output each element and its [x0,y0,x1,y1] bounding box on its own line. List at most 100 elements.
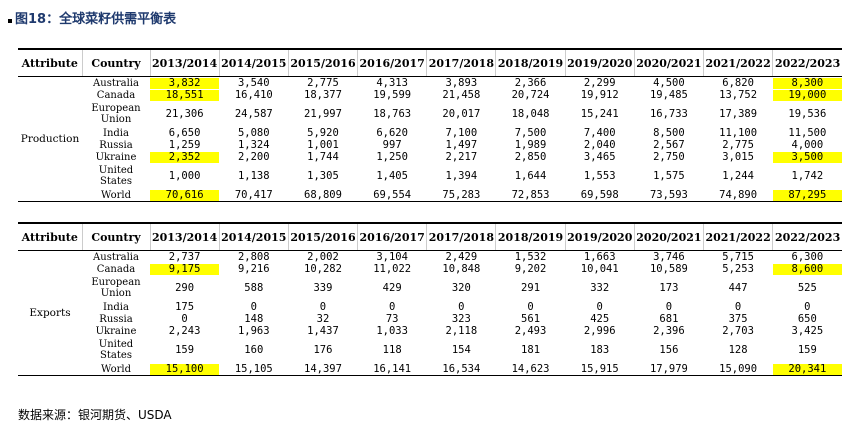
value-cell: 1,744 [288,151,357,163]
value-text: 24,587 [234,107,273,120]
source-note: 数据来源：银河期货、USDA [18,408,172,422]
value-text: 14,623 [511,362,550,375]
value-text: 73 [385,312,399,325]
data-row: Ukraine 2,352 2,200 1,744 1,250 2,217 2,850 3,4… [18,151,842,163]
value-text: 1,000 [168,169,201,182]
value-cell: 183 [565,337,634,363]
value-cell: 2,040 [565,139,634,151]
value-text: 6,650 [168,126,201,139]
value-text: 13,752 [719,88,758,101]
value-cell: 3,540 [219,76,289,89]
header-cell: 2022/2023 [772,223,842,251]
value-cell: 0 [427,301,496,313]
data-row: India 6,650 5,080 5,920 6,620 7,100 7,500 7,400… [18,127,842,139]
value-text: 525 [797,281,817,294]
country-cell: Ukraine [95,151,137,163]
value-cell: 5,920 [288,127,357,139]
value-cell: 2,775 [704,139,773,151]
table-header: Attribute Country 2013/2014 2014/2015 2015/2… [18,223,842,251]
value-cell: 1,305 [288,163,357,189]
value-cell: 70,417 [219,189,288,202]
value-text: 3,746 [653,250,685,263]
table-header: Attribute Country 2013/2014 2014/2015 2015/2… [18,49,842,77]
value-cell: 72,853 [496,189,565,202]
value-cell: 10,041 [565,263,634,275]
value-text: 429 [382,281,402,294]
value-cell: 1,497 [427,139,496,151]
value-text: 17,979 [649,362,688,375]
value-text: 181 [521,343,541,356]
value-text: 70,616 [150,189,220,201]
value-text: 1,963 [237,324,270,337]
value-cell: 2,737 [150,250,220,263]
value-cell: 1,001 [288,139,357,151]
header-cell: 2016/2017 [357,223,427,251]
value-cell: 10,282 [288,263,357,275]
value-text: 69,554 [373,188,412,201]
value-cell: 14,623 [496,363,565,376]
value-text: 0 [734,300,742,313]
value-text: 375 [728,312,748,325]
value-text: 4,000 [791,138,824,151]
value-text: 6,300 [791,250,824,263]
value-text: 21,458 [442,88,481,101]
value-cell: 320 [427,275,496,301]
country-cell: Russia [99,313,133,325]
value-text: 1,244 [722,169,754,182]
value-cell: 3,015 [704,151,773,163]
header-cell: 2015/2016 [287,223,358,251]
header-cell: 2014/2015 [218,223,289,251]
value-cell: 73,593 [634,189,703,202]
value-text: 447 [728,281,748,294]
value-text: 14,397 [304,362,342,375]
value-text: 2,396 [653,324,685,337]
value-cell: 0 [288,301,357,313]
exports-table: Attribute Country 2013/2014 2014/2015 2015/2… [18,222,842,376]
value-cell: 19,599 [358,89,427,101]
value-text: 0 [388,300,396,313]
value-cell: 13,752 [704,89,773,101]
country-cell: Ukraine [95,325,137,337]
data-row: India 175 0 0 0 0 0 0 0 0 0 [18,301,842,313]
value-text: 6,820 [722,76,754,89]
value-text: 5,080 [237,126,270,139]
value-cell: 1,532 [495,250,566,263]
value-text: 650 [797,312,817,325]
value-cell: 18,763 [358,101,427,127]
value-text: 16,410 [234,88,273,101]
value-text: 0 [181,312,188,325]
header-cell: 2018/2019 [495,223,566,251]
value-cell: 1,033 [358,325,427,337]
value-text: 1,259 [168,138,201,151]
value-text: 320 [451,281,471,294]
header-cell: 2018/2019 [495,49,566,77]
value-text: 18,551 [150,89,220,101]
value-text: 3,832 [150,77,220,89]
value-cell: 17,979 [634,363,703,376]
value-text: 7,100 [445,126,478,139]
value-text: 15,241 [580,107,619,120]
data-row: World 15,100 15,105 14,397 16,141 16,534 14,62… [18,363,842,376]
value-cell: 24,587 [219,101,288,127]
value-cell: 2,775 [288,76,358,89]
value-text: 8,500 [653,126,685,139]
value-text: 5,253 [722,262,754,275]
value-text: 1,394 [445,169,478,182]
data-row: World 70,616 70,417 68,809 69,554 75,283 72,85… [18,189,842,202]
value-cell: 3,500 [772,151,842,163]
header-cell: 2014/2015 [218,49,289,77]
value-text: 10,041 [580,262,619,275]
value-cell: 588 [219,275,288,301]
value-text: 21,997 [304,107,342,120]
value-text: 0 [250,300,257,313]
value-cell: 16,534 [427,363,496,376]
value-cell: 3,893 [426,76,496,89]
data-row: Canada 9,175 9,216 10,282 11,022 10,848 9,202 1… [18,263,842,275]
value-cell: 291 [496,275,565,301]
value-cell: 0 [704,301,773,313]
value-cell: 6,650 [150,127,219,139]
header-cell: 2019/2020 [564,223,635,251]
value-text: 2,429 [445,250,478,263]
value-text: 997 [382,138,402,151]
value-cell: 339 [288,275,357,301]
